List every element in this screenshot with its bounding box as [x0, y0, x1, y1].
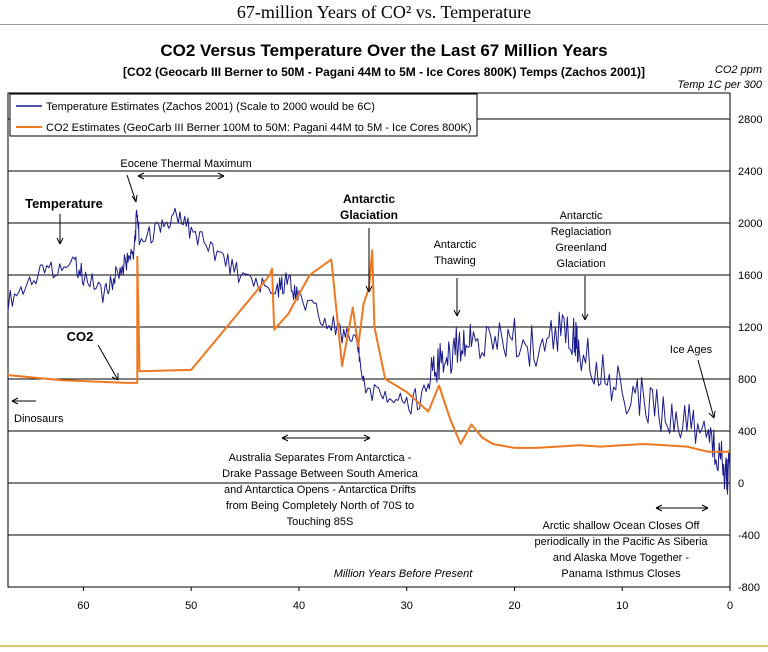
right-axis-label-2: Temp 1C per 300	[677, 79, 762, 91]
y-tick-label: 2400	[738, 166, 762, 178]
annotation-eocene: Eocene Thermal Maximum	[120, 158, 251, 170]
svg-text:Antarctic: Antarctic	[560, 210, 603, 222]
y-tick-label: 1600	[738, 270, 762, 282]
svg-text:and Alaska Move Together -: and Alaska Move Together -	[553, 552, 689, 564]
y-tick-label: 2000	[738, 218, 762, 230]
annotations	[11, 172, 716, 512]
annotation-antarctic-glaciation: Antarctic Glaciation	[340, 192, 398, 222]
svg-text:from Being Completely North of: from Being Completely North of 70S to	[226, 500, 414, 512]
annotation-ice-ages: Ice Ages	[670, 344, 713, 356]
page-title: 67-million Years of CO² vs. Temperature	[236, 2, 532, 22]
right-axis-label-1: CO2 ppm	[715, 64, 762, 76]
svg-text:Antarctic: Antarctic	[434, 239, 477, 251]
annotation-antarctic-thawing: Antarctic Thawing	[434, 239, 477, 267]
svg-text:Panama Isthmus Closes: Panama Isthmus Closes	[561, 568, 681, 580]
svg-text:Reglaciation: Reglaciation	[551, 226, 612, 238]
series-temperature-line	[7, 207, 731, 495]
svg-text:Australia Separates From Antar: Australia Separates From Antarctica -	[229, 452, 412, 464]
annotation-antarctic-reglaciation: Antarctic Reglaciation Greenland Glaciat…	[551, 210, 612, 270]
annotation-temperature: Temperature	[25, 196, 103, 211]
series-group	[7, 207, 731, 495]
y-tick-label: -400	[738, 530, 760, 542]
legend-label-temperature: Temperature Estimates (Zachos 2001) (Sca…	[46, 101, 375, 113]
y-tick-label: 400	[738, 426, 756, 438]
plot-area	[7, 92, 731, 588]
series-co2-line	[7, 249, 730, 453]
svg-text:Drake Passage Between South Am: Drake Passage Between South America	[222, 468, 419, 480]
chart-title: CO2 Versus Temperature Over the Last 67 …	[160, 41, 607, 60]
legend: Temperature Estimates (Zachos 2001) (Sca…	[9, 93, 478, 137]
x-tick-label: 30	[401, 600, 413, 612]
x-tick-label: 0	[727, 600, 733, 612]
chart-frame	[0, 24, 768, 642]
legend-label-co2: CO2 Estimates (GeoCarb III Berner 100M t…	[46, 122, 472, 134]
y-tick-label: 800	[738, 374, 756, 386]
y-tick-label: 0	[738, 478, 744, 490]
x-axis-label: Million Years Before Present	[334, 568, 474, 580]
annotation-australia: Australia Separates From Antarctica - Dr…	[222, 452, 419, 528]
annotation-arctic: Arctic shallow Ocean Closes Off periodic…	[534, 520, 708, 580]
svg-text:Thawing: Thawing	[434, 255, 476, 267]
bottom-divider	[0, 645, 768, 647]
svg-text:Touching 85S: Touching 85S	[287, 516, 354, 528]
svg-text:Greenland: Greenland	[555, 242, 606, 254]
y-tick-label: -800	[738, 582, 760, 594]
x-axis: 60 50 40 30 20 10 0	[77, 587, 733, 612]
svg-text:Glaciation: Glaciation	[557, 258, 606, 270]
svg-text:and Antarctica Opens - Antarct: and Antarctica Opens - Antarctica Drifts	[224, 484, 416, 496]
x-tick-label: 10	[616, 600, 628, 612]
svg-text:Arctic shallow Ocean Closes Of: Arctic shallow Ocean Closes Off	[543, 520, 701, 532]
x-tick-label: 60	[77, 600, 89, 612]
chart-subtitle: [CO2 (Geocarb III Berner to 50M - Pagani…	[123, 65, 645, 79]
annotation-dinosaurs: Dinosaurs	[14, 413, 64, 425]
x-tick-label: 40	[293, 600, 305, 612]
y-tick-label: 2800	[738, 114, 762, 126]
y-tick-label: 1200	[738, 322, 762, 334]
y-axis: 2800 2400 2000 1600 1200 800 400 0 -400 -800	[738, 114, 762, 594]
annotation-co2: CO2	[67, 329, 94, 344]
svg-text:periodically in the Pacific As: periodically in the Pacific As Siberia	[534, 536, 708, 548]
svg-text:Glaciation: Glaciation	[340, 208, 398, 222]
grid-lines	[8, 118, 730, 588]
x-tick-label: 50	[185, 600, 197, 612]
x-tick-label: 20	[508, 600, 520, 612]
svg-text:Antarctic: Antarctic	[343, 192, 395, 206]
